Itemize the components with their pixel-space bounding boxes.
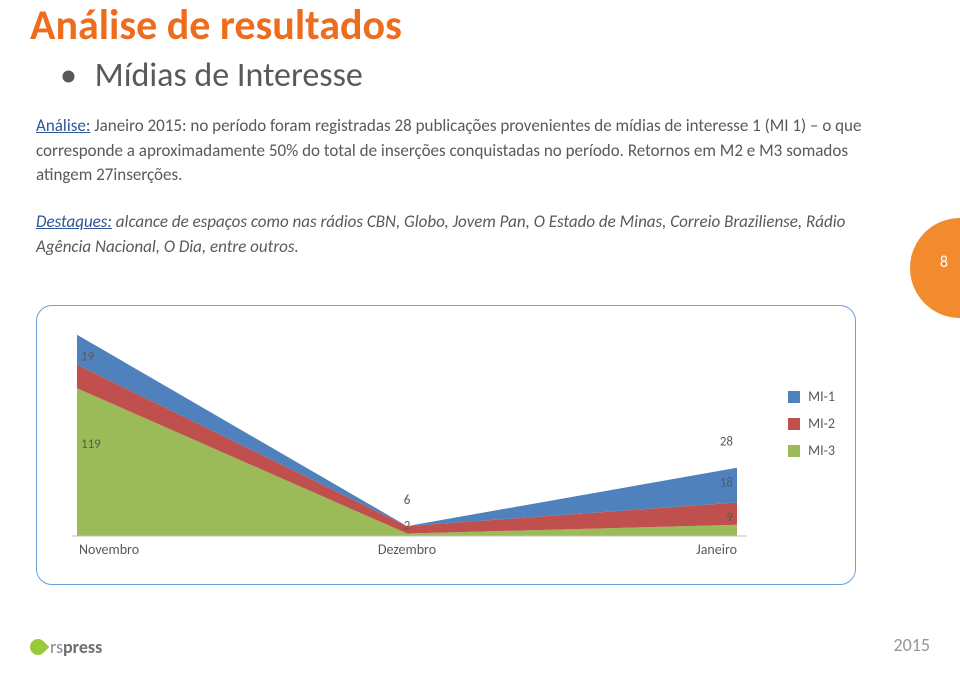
subtitle-bullet: • [60, 55, 77, 96]
legend-item: MI-2 [788, 415, 835, 432]
analysis-text: Janeiro 2015: no período foram registrad… [36, 115, 861, 185]
legend-swatch [788, 445, 800, 457]
value-label: 9 [726, 510, 733, 525]
analysis-paragraph: Análise: Janeiro 2015: no período foram … [36, 114, 866, 188]
subtitle-text: Mídias de Interesse [95, 55, 363, 96]
value-label: 2 [404, 519, 411, 534]
highlights-label: Destaques: [36, 211, 112, 232]
analysis-label: Análise: [36, 115, 90, 136]
legend-item: MI-1 [788, 388, 835, 405]
legend-item: MI-3 [788, 442, 835, 459]
legend-label: MI-1 [808, 388, 835, 405]
chart-frame: Novembro Dezembro Janeiro 24 19 119 6 2 28 18 9 MI… [36, 305, 856, 585]
chart-legend: MI-1 MI-2 MI-3 [788, 388, 835, 469]
page-number: 8 [940, 253, 948, 272]
legend-swatch [788, 391, 800, 403]
legend-swatch [788, 418, 800, 430]
legend-label: MI-2 [808, 415, 835, 432]
footer-year: 2015 [894, 634, 931, 656]
legend-label: MI-3 [808, 442, 835, 459]
value-label: 18 [720, 475, 734, 490]
value-label: 28 [720, 435, 734, 450]
chart-svg: Novembro Dezembro Janeiro 24 19 119 6 2 28 18 9 [67, 326, 747, 576]
value-label: 24 [81, 326, 95, 329]
stacked-area-chart: Novembro Dezembro Janeiro 24 19 119 6 2 28 18 9 [67, 326, 747, 556]
value-label: 6 [404, 493, 411, 508]
highlights-text: alcance de espaços como nas rádios CBN, … [36, 211, 845, 257]
subtitle: • Mídias de Interesse [60, 55, 363, 96]
axis-category-label: Janeiro [696, 541, 737, 558]
logo-text-b: press [63, 636, 102, 658]
page-title: Análise de resultados [30, 0, 402, 51]
axis-category-label: Novembro [79, 541, 139, 558]
page-number-badge [910, 218, 960, 318]
slide: Análise de resultados • Mídias de Intere… [0, 0, 960, 674]
highlights-paragraph: Destaques: alcance de espaços como nas r… [36, 210, 866, 259]
value-label: 19 [81, 350, 95, 365]
logo-text-a: rs [50, 636, 63, 658]
title-text: Análise de resultados [30, 0, 402, 51]
axis-category-label: Dezembro [378, 541, 436, 558]
leaf-icon [27, 636, 50, 659]
value-label: 119 [81, 437, 101, 452]
footer-logo: rspress [30, 636, 102, 658]
